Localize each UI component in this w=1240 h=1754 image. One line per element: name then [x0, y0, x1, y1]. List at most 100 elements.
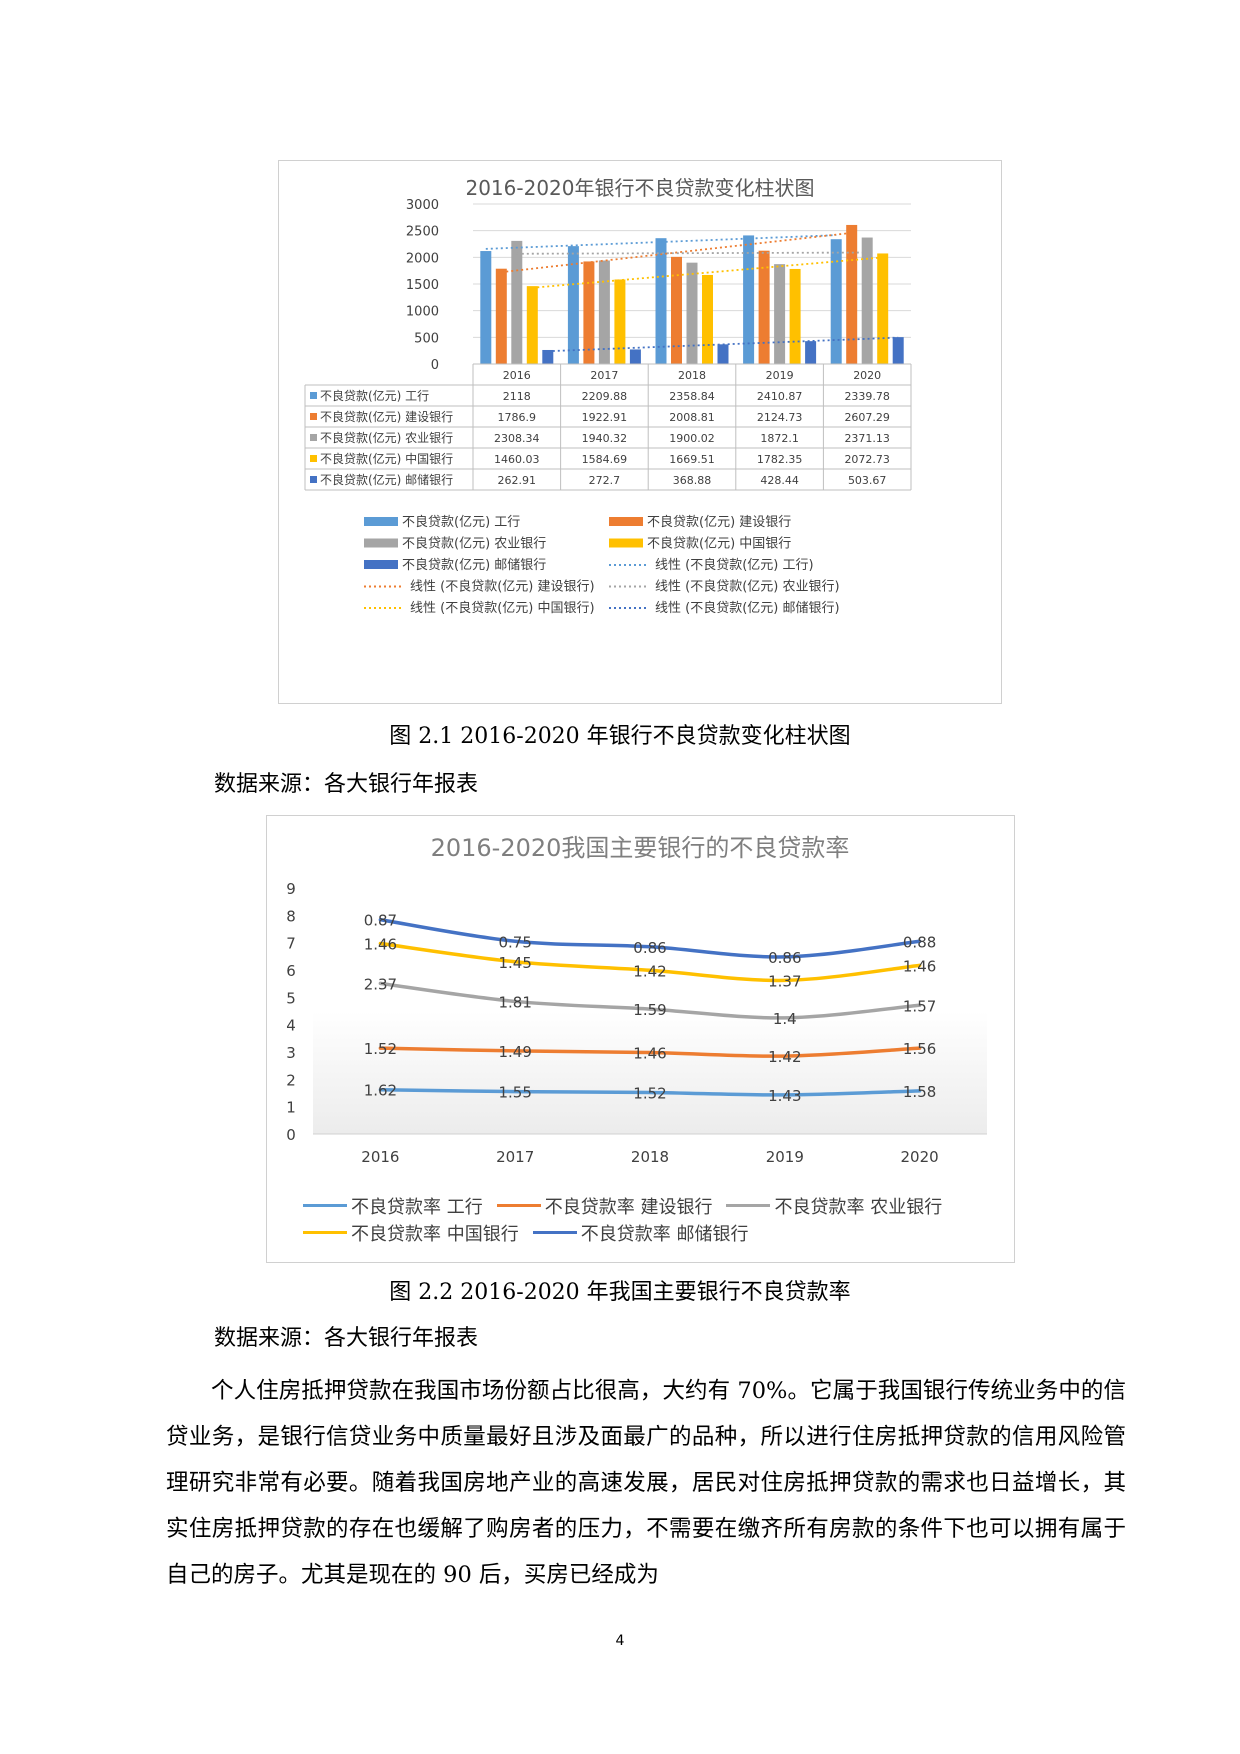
bar: [686, 262, 698, 364]
x-category-label: 2020: [901, 1148, 939, 1166]
bar: [789, 268, 801, 364]
bar: [743, 235, 755, 364]
bar: [629, 349, 641, 364]
x-category-label: 2019: [766, 369, 794, 382]
y-tick-label: 2000: [406, 251, 439, 266]
legend-swatch: [726, 1204, 771, 1207]
bar: [567, 246, 579, 364]
legend-label: 不良贷款(亿元) 邮储银行: [402, 557, 546, 573]
table-cell-value: 428.44: [760, 474, 799, 487]
bar: [861, 237, 873, 364]
table-cell-value: 2358.84: [669, 390, 715, 403]
data-label: 0.87: [364, 912, 397, 930]
y-tick-label: 0: [431, 358, 439, 373]
data-label: 1.46: [903, 957, 936, 975]
chart-title: 2016-2020我国主要银行的不良贷款率: [431, 834, 850, 862]
bar: [717, 344, 729, 364]
data-label: 1.57: [903, 997, 936, 1015]
data-label: 1.59: [633, 1001, 666, 1019]
data-label: 1.52: [364, 1040, 397, 1058]
figure-caption-2-1: 图 2.1 2016-2020 年银行不良贷款变化柱状图: [389, 724, 851, 749]
table-cell-value: 2072.73: [844, 453, 890, 466]
legend-swatch: [364, 517, 398, 526]
table-cell-value: 1460.03: [494, 453, 540, 466]
data-label: 1.4: [773, 1010, 797, 1028]
series-line: [378, 917, 922, 959]
table-legend-key: [310, 434, 317, 441]
data-label: 1.37: [768, 972, 801, 990]
y-tick-label: 3: [286, 1044, 296, 1062]
legend-label: 不良贷款率 中国银行: [351, 1223, 519, 1245]
table-cell-value: 2209.88: [582, 390, 628, 403]
bar: [495, 268, 507, 364]
legend-label: 不良贷款(亿元) 中国银行: [647, 536, 791, 552]
legend-label: 不良贷款(亿元) 工行: [402, 514, 520, 530]
data-label: 1.62: [364, 1082, 397, 1100]
y-tick-label: 1000: [406, 305, 439, 320]
legend-label: 线性 (不良贷款(亿元) 工行): [655, 557, 814, 573]
y-tick-label: 0: [286, 1126, 296, 1144]
data-label: 1.46: [364, 935, 397, 953]
table-cell-value: 2607.29: [844, 411, 890, 424]
legend-swatch: [609, 517, 643, 526]
body-paragraph: 个人住房抵押贷款在我国市场份额占比很高，大约有 70%。它属于我国银行传统业务中…: [166, 1378, 1126, 1588]
trendline: [501, 231, 852, 274]
data-label: 0.86: [633, 939, 666, 957]
data-label: 1.43: [768, 1087, 801, 1105]
data-label: 1.49: [498, 1043, 531, 1061]
bar: [702, 274, 713, 364]
table-cell-value: 262.91: [498, 474, 537, 487]
legend-swatch: [303, 1231, 347, 1234]
data-label: 1.42: [633, 962, 666, 980]
data-label: 1.45: [498, 954, 531, 972]
legend-item: 不良贷款率 邮储银行: [532, 1220, 748, 1246]
table-cell-value: 2008.81: [669, 411, 715, 424]
y-tick-label: 4: [286, 1017, 296, 1035]
table-cell-value: 1584.69: [582, 453, 628, 466]
chart-title: 2016-2020年银行不良贷款变化柱状图: [465, 176, 814, 200]
table-cell-value: 1782.35: [757, 453, 803, 466]
trendline: [485, 234, 837, 250]
table-legend-key: [310, 476, 317, 483]
y-tick-label: 8: [286, 907, 296, 925]
table-cell-value: 272.7: [589, 474, 621, 487]
table-cell-value: 2124.73: [757, 411, 803, 424]
y-tick-label: 2: [286, 1071, 296, 1089]
data-label: 0.86: [768, 949, 801, 967]
legend-swatch: [496, 1204, 541, 1207]
table-cell-value: 1900.02: [669, 432, 715, 445]
page-number: 4: [615, 1633, 625, 1649]
bar: [655, 238, 667, 364]
trendline: [516, 251, 868, 255]
line-chart-svg: 2016-2020我国主要银行的不良贷款率 0 1 2 3 4 5 6 7 8 9 2016 2017 2…: [286, 834, 987, 1166]
x-category-label: 2018: [678, 369, 706, 382]
bar: [583, 261, 595, 364]
data-label: 1.55: [498, 1084, 531, 1102]
table-cell-value: 1872.1: [760, 432, 799, 445]
bar: [480, 251, 492, 364]
y-tick-label: 2500: [406, 225, 439, 240]
legend-swatch: [364, 538, 398, 548]
y-tick-label: 3000: [406, 198, 439, 213]
bar: [598, 260, 610, 364]
legend-label: 不良贷款(亿元) 农业银行: [402, 536, 546, 552]
line-chart-npl-ratio: 2016-2020我国主要银行的不良贷款率 0 1 2 3 4 5 6 7 8 9 2016 2017 2…: [266, 815, 1015, 1263]
data-label: 2.37: [364, 975, 397, 993]
y-tick-label: 6: [286, 962, 296, 980]
figure-caption-2-2: 图 2.2 2016-2020 年我国主要银行不良贷款率: [389, 1280, 851, 1305]
x-category-label: 2016: [503, 369, 531, 382]
series-line: [378, 981, 922, 1020]
table-cell-value: 1786.9: [498, 411, 537, 424]
legend-swatch: [609, 538, 643, 548]
bar: [830, 239, 842, 364]
bar: [805, 341, 817, 364]
y-tick-label: 500: [414, 331, 439, 346]
x-category-label: 2017: [590, 369, 618, 382]
plot-area-shade: [313, 1011, 987, 1134]
figure-source-2-2: 数据来源：各大银行年报表: [214, 1326, 479, 1351]
legend-label: 不良贷款率 建设银行: [544, 1196, 713, 1218]
data-label: 1.58: [903, 1083, 936, 1101]
x-category-label: 2017: [496, 1148, 534, 1166]
bar: [614, 279, 626, 364]
series-line: [378, 1087, 922, 1097]
